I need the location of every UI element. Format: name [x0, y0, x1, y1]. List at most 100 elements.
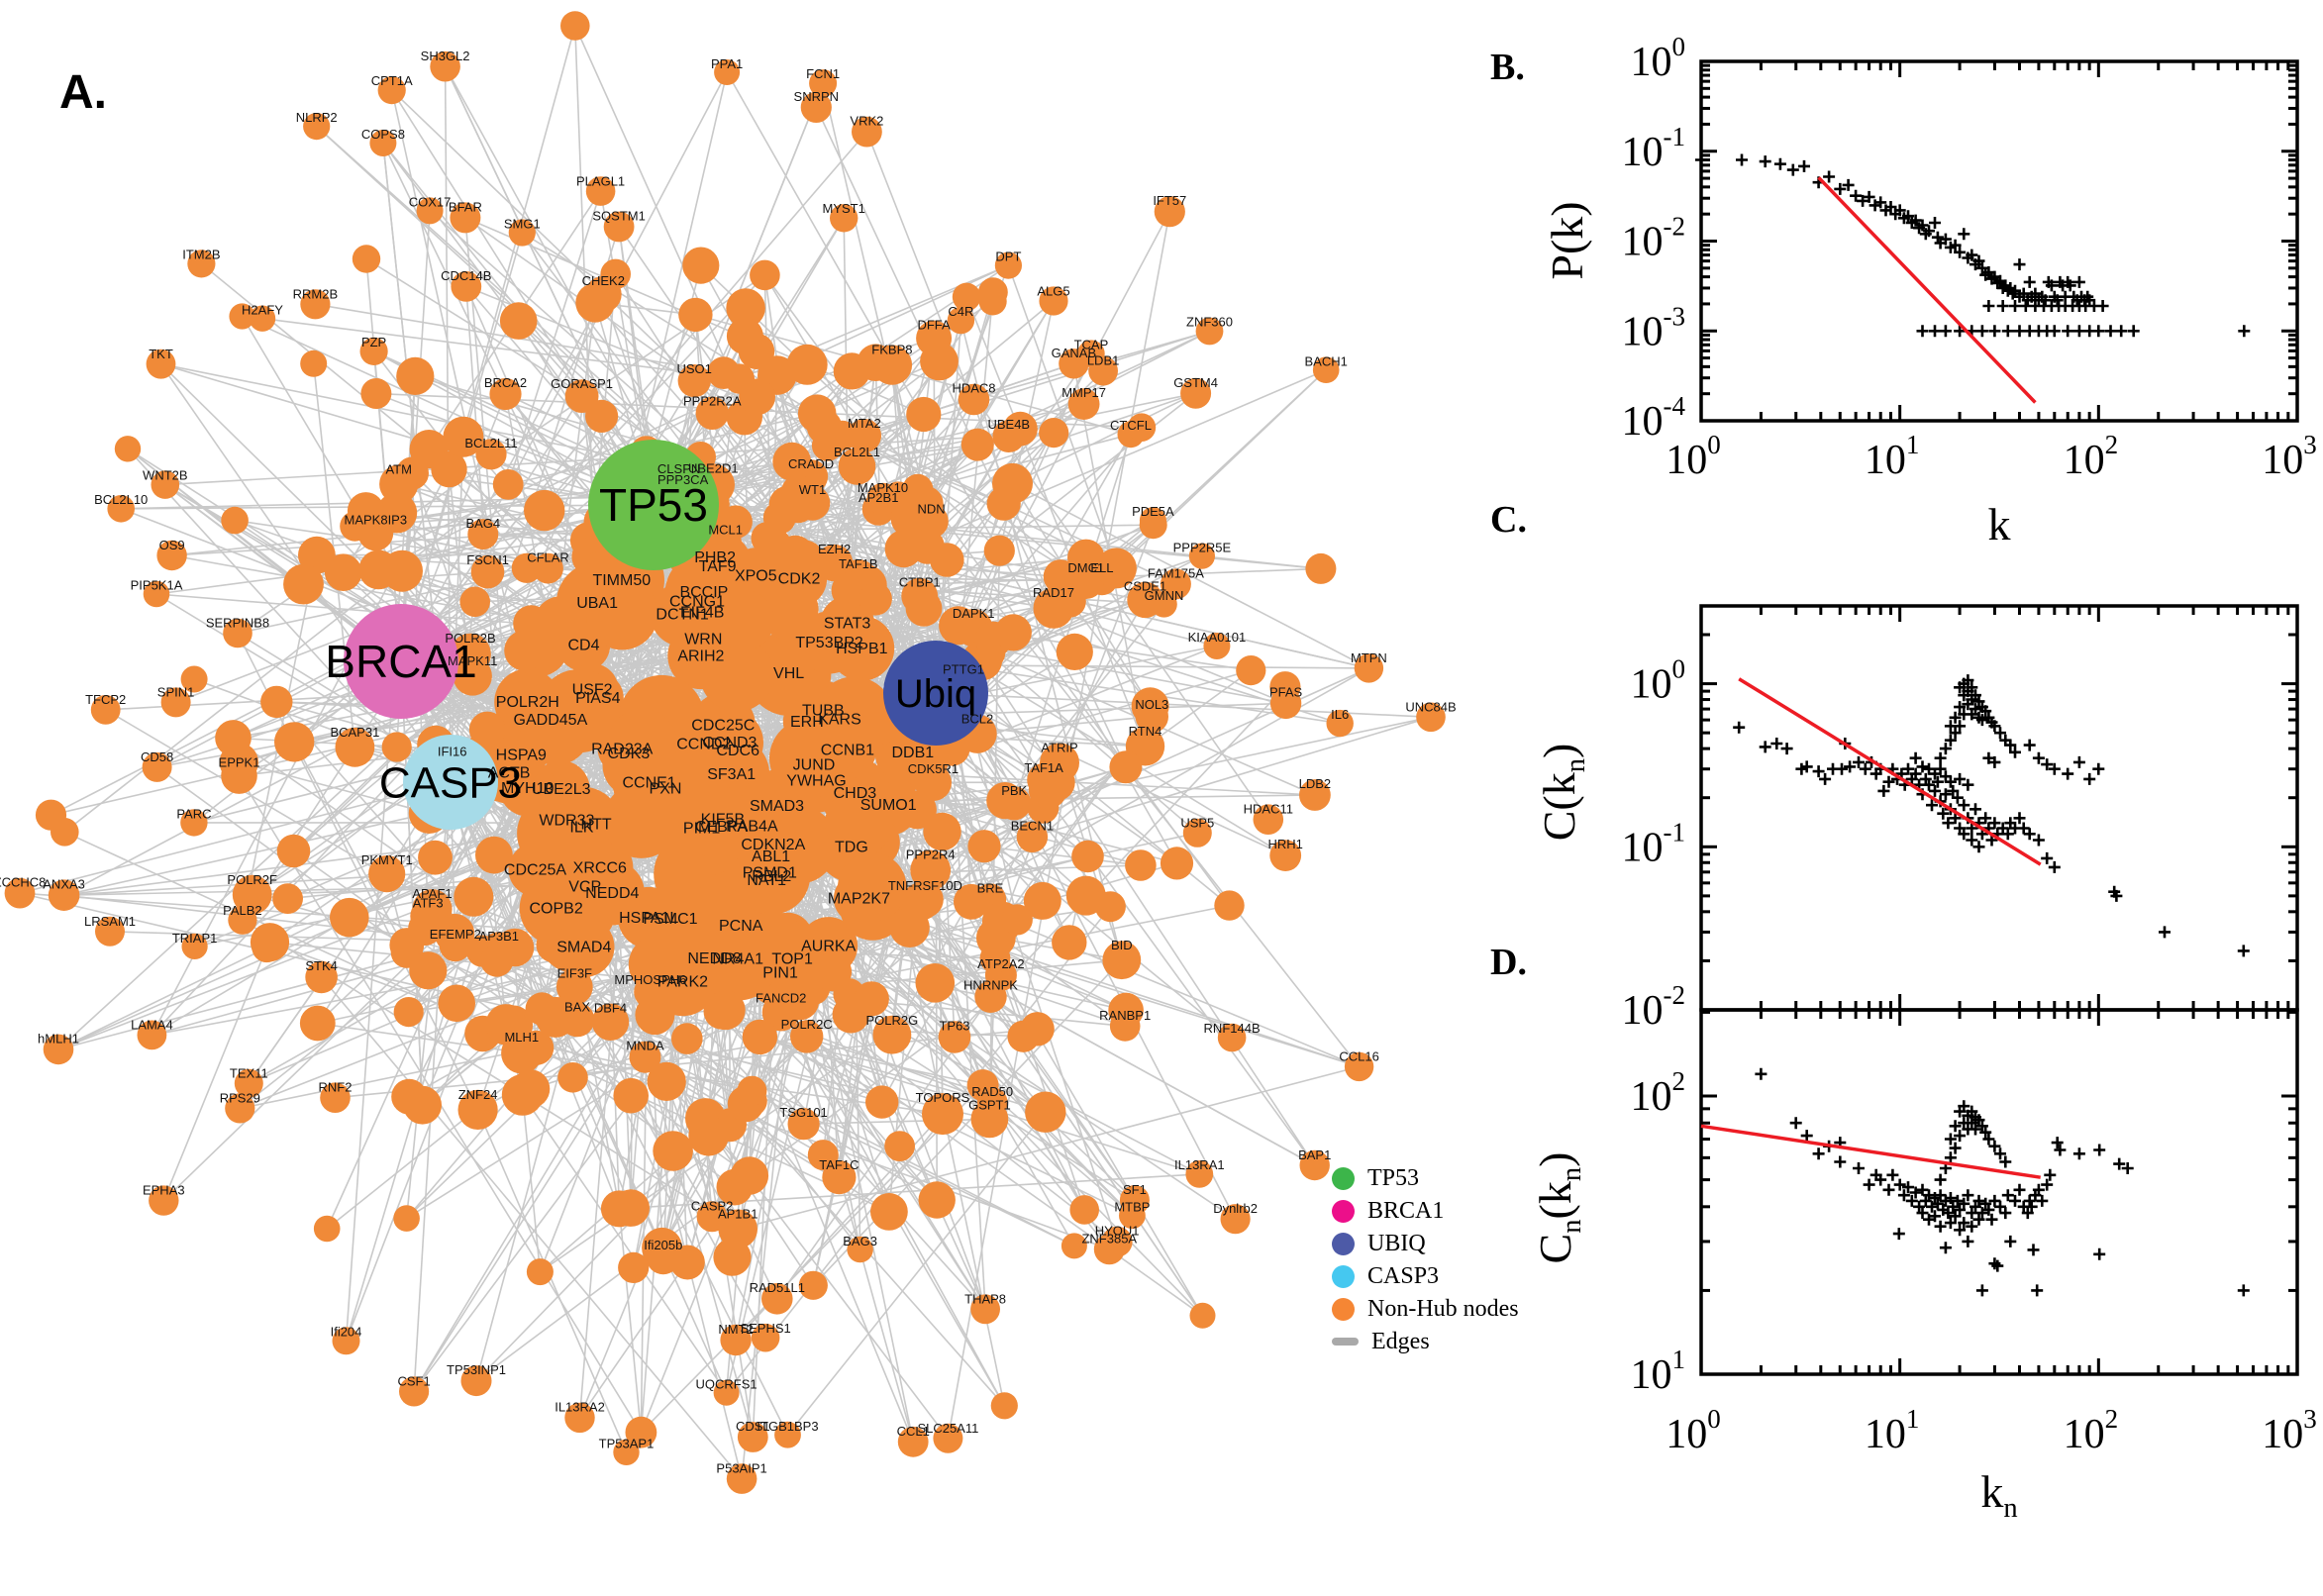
non-hub-node[interactable] — [678, 297, 713, 333]
non-hub-node[interactable] — [585, 176, 616, 206]
non-hub-node[interactable] — [475, 439, 507, 470]
non-hub-node[interactable] — [1139, 511, 1167, 540]
non-hub-node[interactable] — [1195, 317, 1224, 346]
non-hub-node[interactable] — [564, 1402, 595, 1434]
non-hub-node[interactable] — [221, 506, 249, 535]
non-hub-node[interactable] — [475, 836, 513, 874]
non-hub-node[interactable] — [677, 364, 711, 398]
non-hub-node[interactable] — [625, 1416, 657, 1448]
non-hub-node[interactable] — [187, 249, 216, 278]
non-hub-node[interactable] — [430, 50, 460, 82]
non-hub-node[interactable] — [994, 251, 1022, 279]
non-hub-node[interactable] — [525, 992, 558, 1026]
non-hub-node[interactable] — [1269, 671, 1301, 703]
non-hub-node[interactable] — [958, 383, 990, 416]
non-hub-node[interactable] — [737, 1075, 767, 1106]
non-hub-node[interactable] — [249, 305, 276, 332]
non-hub-node[interactable] — [1269, 840, 1302, 871]
non-hub-node[interactable] — [526, 1258, 554, 1286]
non-hub-node[interactable] — [1299, 779, 1331, 811]
hub-node-ubiq[interactable] — [883, 641, 988, 746]
non-hub-node[interactable] — [431, 450, 467, 488]
non-hub-node[interactable] — [786, 344, 828, 385]
non-hub-node[interactable] — [778, 485, 817, 524]
non-hub-node[interactable] — [1236, 655, 1266, 686]
non-hub-node[interactable] — [1154, 196, 1185, 228]
non-hub-node[interactable] — [618, 1251, 650, 1283]
non-hub-node[interactable] — [435, 913, 475, 954]
non-hub-node[interactable] — [990, 1392, 1018, 1420]
non-hub-node[interactable] — [1203, 633, 1231, 659]
non-hub-node[interactable] — [575, 283, 615, 323]
non-hub-node[interactable] — [347, 492, 385, 530]
non-hub-node[interactable] — [897, 1426, 929, 1457]
non-hub-node[interactable] — [809, 69, 838, 98]
non-hub-node[interactable] — [629, 1041, 661, 1073]
non-hub-node[interactable] — [923, 812, 961, 851]
non-hub-node[interactable] — [48, 879, 80, 911]
non-hub-node[interactable] — [669, 1245, 705, 1280]
non-hub-node[interactable] — [409, 951, 448, 990]
non-hub-node[interactable] — [229, 303, 255, 330]
non-hub-node[interactable] — [1109, 1011, 1141, 1042]
non-hub-node[interactable] — [396, 356, 435, 395]
non-hub-node[interactable] — [581, 550, 619, 588]
non-hub-node[interactable] — [806, 409, 843, 445]
non-hub-node[interactable] — [612, 1189, 650, 1227]
non-hub-node[interactable] — [822, 1160, 857, 1195]
non-hub-node[interactable] — [970, 1100, 1009, 1139]
non-hub-node[interactable] — [137, 1020, 167, 1050]
non-hub-node[interactable] — [910, 849, 952, 891]
non-hub-node[interactable] — [560, 11, 590, 41]
non-hub-node[interactable] — [986, 782, 1024, 820]
non-hub-node[interactable] — [978, 287, 1007, 316]
non-hub-node[interactable] — [695, 396, 729, 430]
non-hub-node[interactable] — [395, 456, 429, 490]
non-hub-node[interactable] — [812, 952, 853, 992]
non-hub-node[interactable] — [966, 1069, 999, 1102]
non-hub-node[interactable] — [922, 1093, 963, 1136]
non-hub-node[interactable] — [967, 830, 1001, 863]
non-hub-node[interactable] — [225, 1093, 255, 1124]
non-hub-node[interactable] — [798, 1270, 828, 1300]
non-hub-node[interactable] — [485, 1004, 527, 1046]
non-hub-node[interactable] — [1109, 750, 1143, 784]
non-hub-node[interactable] — [902, 473, 934, 505]
non-hub-node[interactable] — [635, 995, 675, 1036]
non-hub-node[interactable] — [954, 883, 989, 920]
non-hub-node[interactable] — [95, 916, 125, 947]
non-hub-node[interactable] — [1326, 709, 1354, 738]
non-hub-node[interactable] — [713, 1379, 740, 1406]
non-hub-node[interactable] — [1020, 1012, 1055, 1047]
non-hub-node[interactable] — [300, 349, 328, 377]
non-hub-node[interactable] — [986, 486, 1021, 521]
non-hub-node[interactable] — [905, 590, 943, 627]
non-hub-node[interactable] — [359, 337, 388, 365]
non-hub-node[interactable] — [930, 543, 964, 577]
non-hub-node[interactable] — [782, 983, 819, 1021]
hub-node-casp3[interactable] — [403, 735, 498, 830]
non-hub-node[interactable] — [1077, 340, 1105, 368]
non-hub-node[interactable] — [305, 960, 338, 994]
non-hub-node[interactable] — [1039, 286, 1068, 316]
non-hub-node[interactable] — [833, 352, 870, 390]
non-hub-node[interactable] — [536, 927, 572, 963]
non-hub-node[interactable] — [830, 204, 858, 233]
non-hub-node[interactable] — [156, 540, 187, 571]
non-hub-node[interactable] — [814, 676, 894, 756]
non-hub-node[interactable] — [358, 549, 399, 590]
non-hub-node[interactable] — [761, 1283, 793, 1315]
non-hub-node[interactable] — [223, 618, 252, 648]
non-hub-node[interactable] — [1160, 847, 1194, 880]
non-hub-node[interactable] — [1253, 804, 1284, 835]
non-hub-node[interactable] — [1016, 821, 1049, 853]
non-hub-node[interactable] — [107, 495, 135, 523]
non-hub-node[interactable] — [1001, 904, 1033, 936]
non-hub-node[interactable] — [1189, 1302, 1216, 1329]
non-hub-node[interactable] — [1025, 1091, 1066, 1133]
non-hub-node[interactable] — [533, 552, 563, 584]
non-hub-node[interactable] — [520, 694, 592, 765]
non-hub-node[interactable] — [1119, 1202, 1146, 1230]
non-hub-node[interactable] — [450, 202, 481, 234]
non-hub-node[interactable] — [393, 997, 424, 1028]
